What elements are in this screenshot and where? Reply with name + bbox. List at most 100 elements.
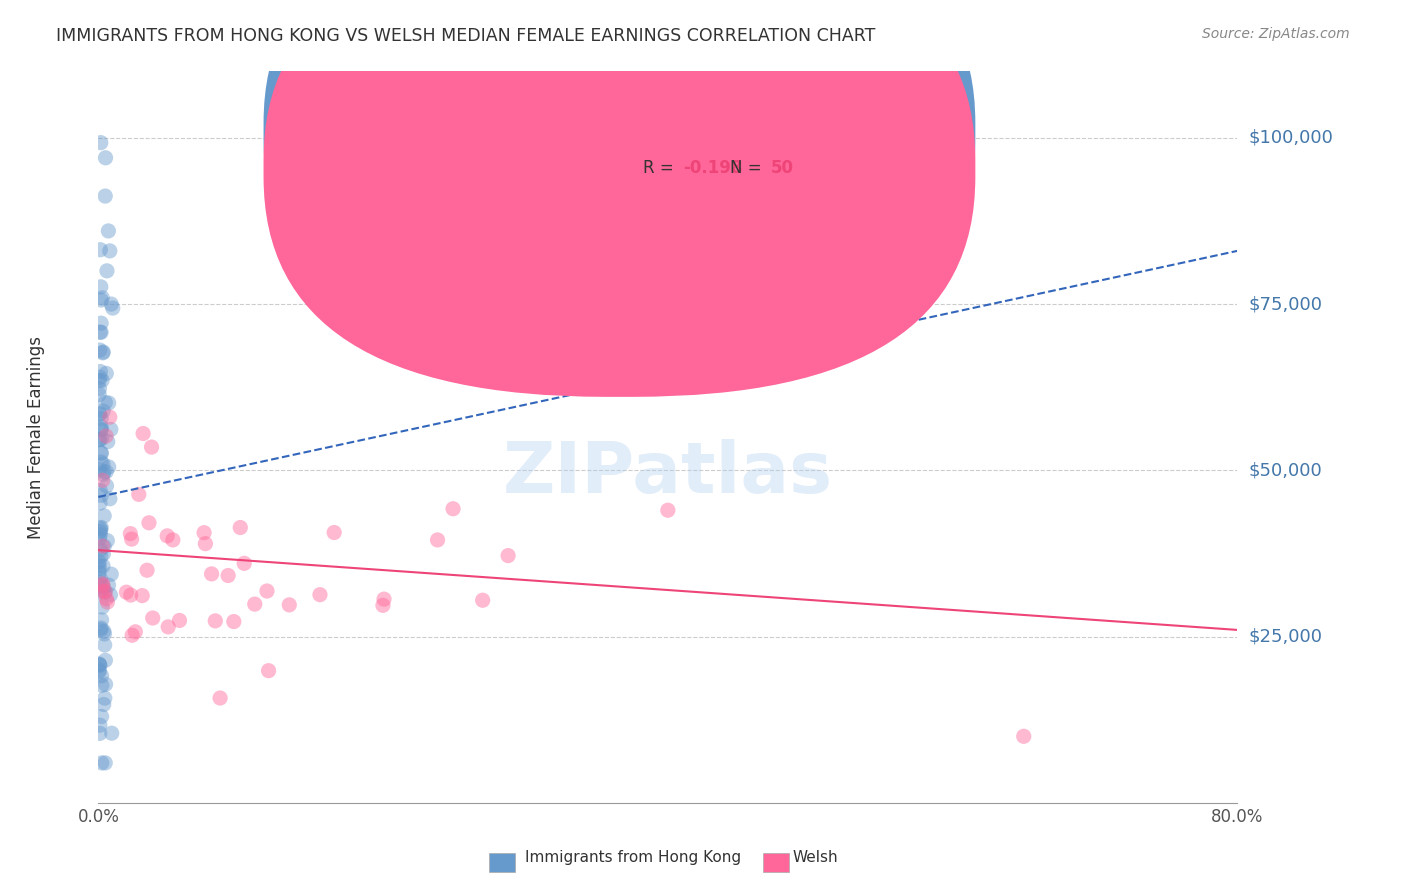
Point — [169, 614, 191, 628]
Point — [141, 440, 163, 454]
Point — [91, 346, 114, 360]
Point — [89, 658, 111, 673]
Point — [89, 433, 111, 447]
Text: N =: N = — [731, 122, 768, 140]
Point — [278, 598, 301, 612]
Point — [371, 599, 394, 613]
Point — [90, 411, 112, 425]
Text: -0.198: -0.198 — [683, 159, 742, 177]
Text: Source: ZipAtlas.com: Source: ZipAtlas.com — [1202, 27, 1350, 41]
Text: R =: R = — [643, 159, 679, 177]
Point — [97, 459, 120, 474]
Point — [90, 420, 112, 434]
Point — [90, 423, 112, 437]
Point — [89, 343, 111, 357]
Point — [89, 496, 111, 510]
Point — [89, 718, 111, 732]
Text: 0.036: 0.036 — [683, 122, 735, 140]
Text: $100,000: $100,000 — [1249, 128, 1333, 147]
Text: $50,000: $50,000 — [1249, 461, 1323, 479]
Text: IMMIGRANTS FROM HONG KONG VS WELSH MEDIAN FEMALE EARNINGS CORRELATION CHART: IMMIGRANTS FROM HONG KONG VS WELSH MEDIA… — [56, 27, 876, 45]
Point — [94, 756, 117, 770]
Point — [89, 657, 111, 671]
Point — [89, 325, 111, 339]
Point — [90, 316, 112, 330]
Point — [89, 572, 111, 586]
Point — [91, 404, 114, 418]
Point — [94, 151, 117, 165]
Point — [89, 243, 111, 257]
Point — [233, 557, 256, 571]
Point — [256, 584, 278, 599]
Point — [200, 566, 222, 581]
Point — [91, 374, 114, 388]
Point — [100, 588, 122, 602]
Point — [323, 525, 346, 540]
Point — [93, 581, 115, 595]
Point — [90, 669, 112, 683]
Point — [100, 567, 122, 582]
Point — [96, 367, 118, 381]
Point — [93, 465, 115, 479]
Point — [89, 527, 111, 541]
Point — [90, 280, 112, 294]
Point — [89, 566, 111, 580]
Point — [138, 516, 160, 530]
Point — [89, 462, 111, 476]
Point — [91, 558, 114, 573]
Point — [90, 446, 112, 460]
Point — [91, 547, 114, 561]
Point — [90, 432, 112, 446]
Bar — [763, 853, 789, 872]
Point — [94, 584, 117, 599]
Point — [93, 698, 115, 712]
Point — [93, 508, 115, 523]
Point — [89, 558, 111, 573]
Text: R =: R = — [643, 122, 679, 140]
Point — [94, 429, 117, 443]
Point — [89, 521, 111, 535]
Point — [89, 365, 111, 379]
Point — [91, 473, 114, 487]
Point — [96, 264, 118, 278]
Point — [89, 657, 111, 672]
Point — [243, 597, 266, 611]
Point — [89, 407, 111, 421]
Point — [90, 756, 112, 770]
Point — [89, 585, 111, 599]
Point — [90, 578, 112, 592]
Point — [97, 224, 120, 238]
Point — [96, 591, 118, 606]
Point — [90, 621, 112, 635]
FancyBboxPatch shape — [263, 0, 976, 397]
Point — [193, 525, 215, 540]
Point — [97, 396, 120, 410]
Point — [209, 691, 232, 706]
Point — [91, 457, 114, 471]
Point — [89, 726, 111, 740]
Point — [100, 726, 122, 740]
Point — [100, 297, 122, 311]
FancyBboxPatch shape — [582, 101, 890, 211]
Point — [89, 387, 111, 401]
Point — [89, 483, 111, 498]
Point — [91, 600, 114, 615]
Text: Welsh: Welsh — [793, 850, 838, 865]
Point — [94, 395, 117, 409]
Point — [96, 479, 118, 493]
Point — [96, 595, 118, 609]
Point — [124, 624, 146, 639]
Point — [136, 563, 159, 577]
Point — [89, 524, 111, 539]
Point — [91, 584, 114, 599]
Point — [94, 677, 117, 691]
Point — [93, 624, 115, 639]
Point — [89, 543, 111, 558]
Point — [471, 593, 494, 607]
Bar — [489, 853, 515, 872]
Point — [90, 446, 112, 460]
Point — [121, 532, 143, 546]
Point — [90, 678, 112, 692]
Point — [90, 455, 112, 469]
Point — [142, 611, 165, 625]
